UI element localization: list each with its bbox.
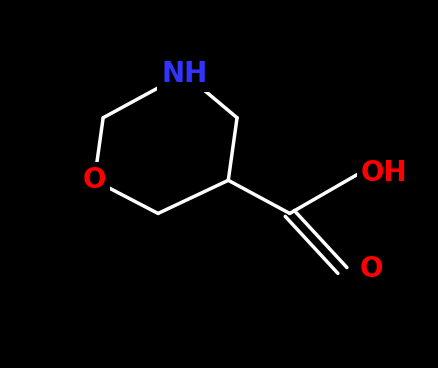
Text: NH: NH: [161, 60, 207, 88]
Text: O: O: [358, 255, 382, 283]
Text: O: O: [82, 166, 106, 194]
Text: OH: OH: [360, 159, 406, 187]
